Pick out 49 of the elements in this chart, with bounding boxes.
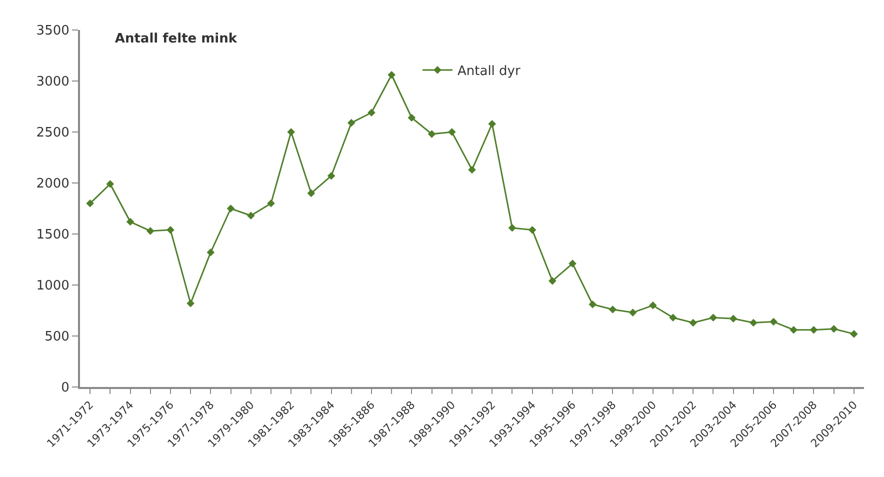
point — [790, 326, 798, 334]
y-tick-label: 2000 — [36, 176, 70, 192]
point — [689, 318, 698, 327]
point — [368, 108, 376, 117]
point — [729, 314, 738, 323]
point — [267, 200, 275, 208]
point — [528, 226, 536, 234]
point — [770, 318, 778, 326]
point — [428, 130, 436, 138]
point — [468, 166, 476, 174]
point — [850, 330, 858, 338]
point — [669, 314, 677, 322]
point — [709, 314, 718, 322]
point — [86, 200, 94, 208]
y-tick-label: 1000 — [36, 278, 70, 294]
point — [448, 128, 456, 136]
point — [146, 227, 154, 235]
point — [166, 226, 174, 234]
y-tick-label: 500 — [44, 330, 70, 345]
point — [508, 224, 516, 232]
point — [649, 302, 657, 310]
point — [106, 180, 114, 188]
point — [206, 248, 215, 256]
y-tick-label: 0 — [61, 380, 70, 396]
y-tick-label: 3000 — [36, 74, 70, 90]
point — [226, 204, 235, 212]
point — [327, 172, 336, 180]
legend-label: Antall dyr — [458, 64, 521, 80]
point — [408, 114, 416, 122]
point — [246, 212, 255, 220]
point — [588, 300, 597, 308]
point — [830, 324, 838, 333]
y-tick-label: 3500 — [36, 24, 70, 39]
y-tick-label: 1500 — [36, 228, 70, 243]
point — [488, 120, 496, 128]
chart-title: Antall felte mink — [114, 31, 238, 46]
point — [388, 70, 396, 79]
point — [810, 326, 818, 334]
point — [287, 128, 295, 136]
point — [568, 260, 576, 268]
point — [750, 318, 758, 327]
point — [307, 189, 316, 198]
point — [608, 306, 617, 314]
point — [548, 277, 556, 285]
point — [628, 308, 637, 316]
point — [186, 299, 194, 308]
y-tick-label: 2500 — [36, 126, 70, 141]
point — [126, 218, 134, 226]
point — [347, 118, 356, 127]
